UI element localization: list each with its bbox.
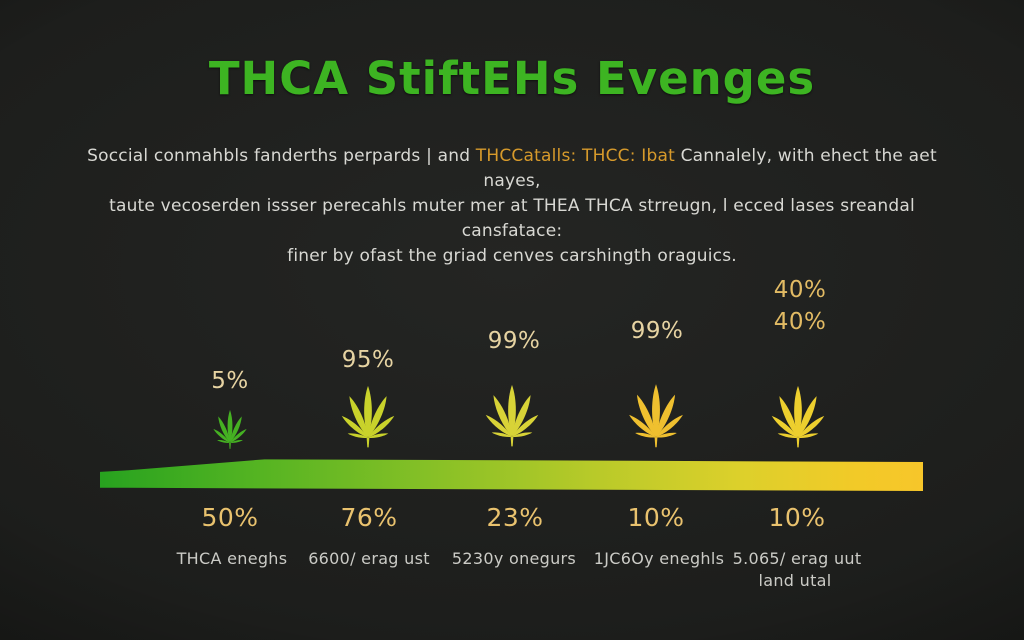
top-percent-5b: 40% [773,309,827,335]
category-label-3: 5230y onegurs [451,549,577,568]
bottom-percent-5: 10% [768,503,826,532]
category-label-2: 6600/ erag ust [308,549,430,568]
top-percent-3: 99% [487,328,541,354]
category-label-4: 1JC6Oy eneghls [593,549,725,568]
intro-paragraph: Soccial conmahbls fanderths perpards | a… [62,144,962,269]
top-percent-4: 99% [630,318,684,344]
bottom-percent-3: 23% [486,503,544,532]
cannabis-leaf-icon-3 [484,384,540,447]
cannabis-leaf-icon-5 [770,385,826,448]
cannabis-leaf-icon-4 [627,384,685,448]
top-percent-5a: 40% [773,277,827,303]
strength-gradient-bar [100,459,923,491]
cannabis-leaf-icon-2 [340,385,396,448]
cannabis-leaf-icon-1 [212,409,248,449]
category-label-5-line-2: land utal [758,571,832,590]
category-label-5-line-1: 5.065/ erag uut [732,549,862,568]
intro-line-2: taute vecoserden issser perecahls muter … [109,196,915,241]
top-percent-2: 95% [341,347,395,373]
intro-highlight: THCCatalls: THCC: Ibat [475,146,675,166]
intro-line-3: finer by ofast the griad cenves carshing… [287,246,737,266]
category-label-1: THCA eneghs [176,549,288,568]
top-percent-1: 5% [211,368,249,394]
bottom-percent-4: 10% [627,503,685,532]
intro-line-1: Soccial conmahbls fanderths perpards | a… [87,146,937,191]
page-title: THCA StiftEHs Evenges [208,52,816,105]
bottom-percent-2: 76% [340,503,398,532]
bottom-percent-1: 50% [201,503,259,532]
